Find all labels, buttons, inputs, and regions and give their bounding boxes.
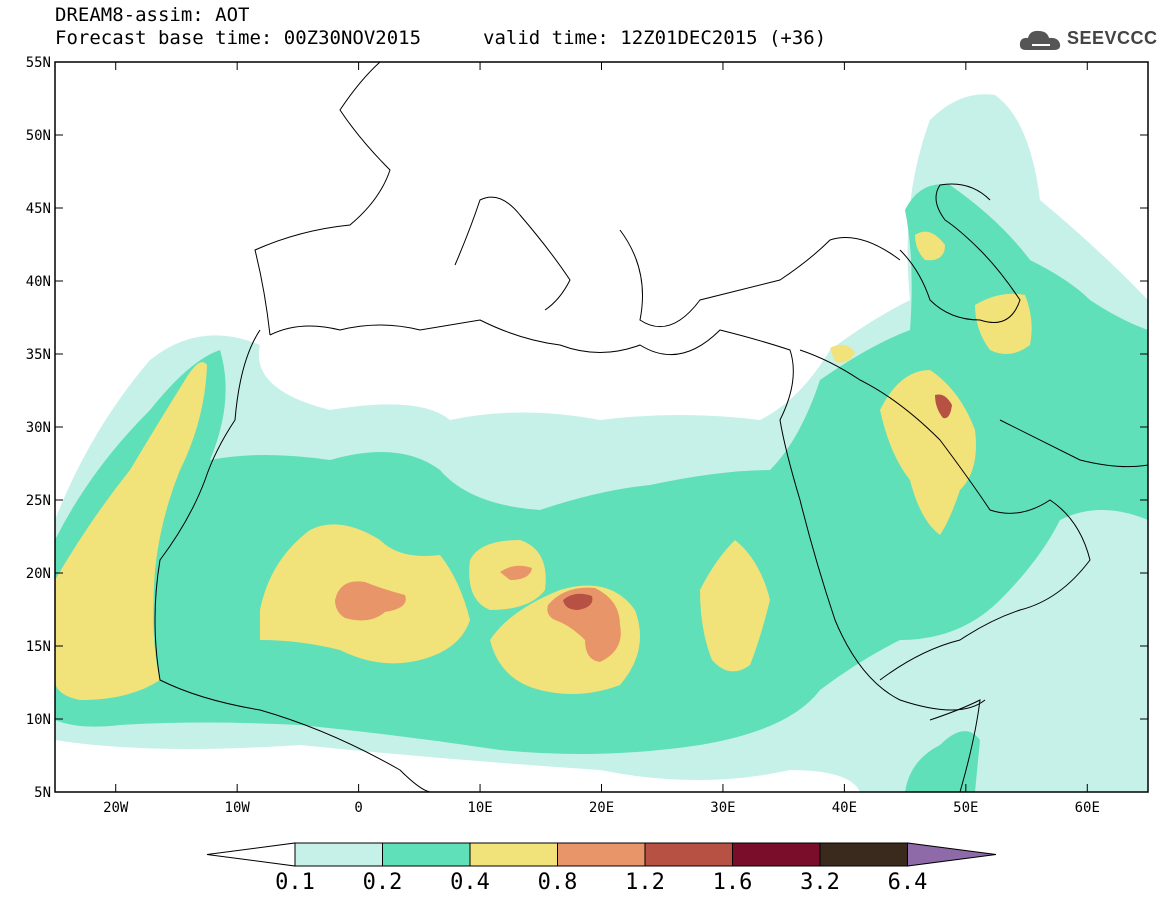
colorbar-swatch (732, 842, 821, 867)
lon-tick-label: 10E (467, 800, 492, 816)
lat-tick-label: 50N (26, 128, 51, 144)
aot-field (55, 94, 1148, 792)
forecast-base-time: Forecast base time: 00Z30NOV2015 (55, 27, 422, 49)
lon-tick-label: 20W (103, 800, 129, 816)
lat-tick-label: 15N (26, 639, 51, 655)
lon-tick-label: 40E (832, 800, 857, 816)
aot-level-1-2 (563, 394, 952, 610)
colorbar-swatch (294, 842, 383, 867)
colorbar-swatch (382, 842, 471, 867)
lon-tick-label: 50E (953, 800, 978, 816)
lon-tick-label: 30E (710, 800, 735, 816)
colorbar-label: 0.1 (275, 870, 315, 895)
lon-tick-label: 0 (354, 800, 362, 816)
colorbar-label: 1.2 (625, 870, 665, 895)
logo-text: SEEVCCC (1067, 28, 1158, 48)
lat-tick-label: 35N (26, 347, 51, 363)
longitude-axis: 20W 10W 0 10E 20E 30E 40E 50E 60E (103, 62, 1100, 816)
lat-tick-label: 30N (26, 420, 51, 436)
colorbar-swatch (644, 842, 733, 867)
lon-tick-label: 20E (589, 800, 614, 816)
valid-time: valid time: 12Z01DEC2015 (+36) (483, 27, 827, 49)
colorbar-low-extension (206, 842, 296, 867)
colorbar-swatch (819, 842, 908, 867)
map-title: DREAM8-assim: AOT (55, 4, 250, 26)
colorbar-label: 0.4 (450, 870, 490, 895)
colorbar-label: 6.4 (887, 870, 928, 895)
colorbar-label: 1.6 (712, 870, 753, 895)
colorbar-label: 3.2 (800, 870, 840, 895)
colorbar-swatch (557, 842, 646, 867)
colorbar-label: 0.8 (537, 870, 578, 895)
lat-tick-label: 5N (34, 785, 51, 801)
aot-level-0-8 (335, 565, 621, 662)
lat-tick-label: 10N (26, 712, 51, 728)
colorbar-label: 0.2 (362, 870, 403, 895)
lat-tick-label: 40N (26, 274, 51, 290)
lat-tick-label: 25N (26, 493, 51, 509)
lat-tick-label: 45N (26, 201, 51, 217)
colorbar-high-extension (907, 842, 997, 867)
lat-tick-label: 55N (26, 55, 51, 71)
cloud-icon (1019, 30, 1061, 50)
colorbar-swatch (469, 842, 558, 867)
lat-tick-label: 20N (26, 566, 51, 582)
lon-tick-label: 60E (1075, 800, 1100, 816)
lon-tick-label: 10W (225, 800, 251, 816)
latitude-axis: 55N 50N 45N 40N 35N 30N 25N 20N 15N 10N 5N (26, 55, 1148, 801)
coastlines (154, 62, 1148, 792)
